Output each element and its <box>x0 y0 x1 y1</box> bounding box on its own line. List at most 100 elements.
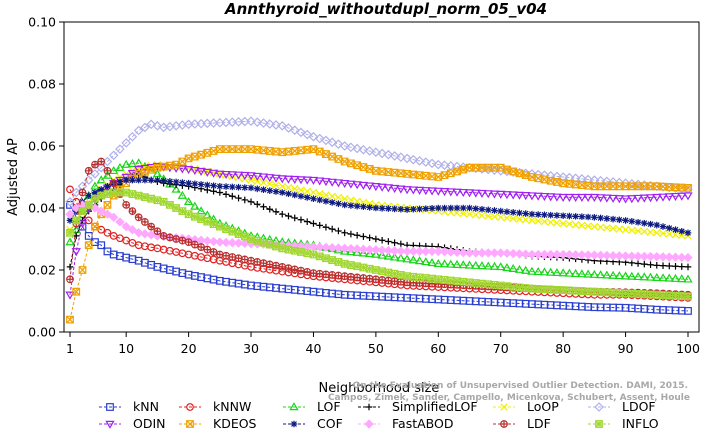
data-point <box>539 249 550 260</box>
data-point <box>596 288 605 296</box>
data-point <box>346 142 356 153</box>
data-point <box>158 163 169 172</box>
data-point <box>665 291 674 300</box>
data-point <box>452 259 462 268</box>
chart-title: Annthyroid_withoutdupl_norm_05_v04 <box>224 0 547 18</box>
data-point <box>297 248 305 256</box>
data-point <box>121 138 131 148</box>
data-point <box>545 193 556 202</box>
data-point <box>235 183 242 191</box>
data-point <box>546 285 555 294</box>
series-inflo <box>66 188 692 301</box>
data-point <box>178 207 187 215</box>
data-point <box>489 261 500 270</box>
data-point <box>309 250 318 259</box>
data-point <box>366 234 373 242</box>
data-point <box>352 181 362 190</box>
data-point <box>564 172 575 183</box>
data-point <box>496 281 505 290</box>
data-point <box>65 209 75 219</box>
plot-area <box>65 116 693 324</box>
data-point <box>291 185 299 193</box>
data-point <box>670 192 681 202</box>
data-point <box>334 271 343 280</box>
data-point <box>502 248 512 258</box>
data-point <box>564 193 575 202</box>
data-point <box>290 147 299 155</box>
data-point <box>222 145 230 153</box>
data-point <box>66 315 74 324</box>
data-point <box>197 150 205 159</box>
data-point <box>621 289 630 298</box>
data-point <box>109 188 118 197</box>
data-point <box>146 230 156 240</box>
data-point <box>358 181 369 190</box>
data-point <box>140 122 150 133</box>
data-point <box>659 223 667 230</box>
data-point <box>360 233 367 240</box>
data-point <box>640 227 649 236</box>
data-point <box>333 139 344 149</box>
data-point <box>66 275 74 284</box>
data-point <box>453 167 461 176</box>
data-point <box>464 260 475 269</box>
data-point <box>672 262 679 270</box>
axes: 1 10 20 30 40 50 60 70 80 90 100 0.00 0.02 0.04 0.06 0.… <box>28 15 700 357</box>
data-point <box>620 271 631 280</box>
data-point <box>227 238 237 248</box>
data-point <box>283 175 294 184</box>
data-point <box>203 217 212 226</box>
data-point <box>196 206 206 215</box>
data-point <box>166 178 174 185</box>
data-point <box>645 272 656 281</box>
data-point <box>653 221 661 229</box>
data-point <box>159 232 168 240</box>
data-point <box>384 268 393 277</box>
data-point <box>353 273 362 282</box>
data-point <box>328 256 337 264</box>
data-point <box>434 173 443 181</box>
data-point <box>215 250 224 259</box>
data-point <box>453 209 461 217</box>
data-point <box>247 198 255 206</box>
data-point <box>665 224 673 232</box>
data-point <box>122 201 131 209</box>
data-point <box>672 226 679 233</box>
data-point <box>434 275 443 284</box>
data-point <box>72 216 81 225</box>
data-point <box>78 266 87 274</box>
data-point <box>366 204 373 211</box>
data-point <box>653 229 661 237</box>
data-point <box>596 223 605 231</box>
data-point <box>583 250 593 260</box>
data-point <box>154 176 161 184</box>
watermark-line-1: Campos, Zimek, Sander, Campello, Micenko… <box>328 393 690 403</box>
data-point <box>647 261 654 269</box>
data-point <box>197 243 205 251</box>
data-point <box>396 271 405 279</box>
data-point <box>278 263 287 271</box>
x-tick-label: 60 <box>430 341 446 356</box>
data-point <box>427 158 437 169</box>
data-point <box>290 420 298 428</box>
data-point <box>247 235 255 243</box>
data-point <box>290 265 299 274</box>
data-point <box>122 236 131 245</box>
data-point <box>471 248 481 258</box>
data-point <box>633 194 643 203</box>
data-point <box>447 204 455 212</box>
data-point <box>260 203 267 211</box>
data-point <box>210 187 217 195</box>
data-point <box>522 210 529 217</box>
data-point <box>458 188 468 198</box>
data-point <box>678 227 686 235</box>
data-point <box>484 280 493 289</box>
data-point <box>658 273 668 282</box>
data-point <box>577 287 586 295</box>
data-point <box>408 186 419 195</box>
data-point <box>459 277 468 286</box>
data-point <box>96 175 106 184</box>
data-point <box>302 176 312 185</box>
data-point <box>390 269 399 278</box>
